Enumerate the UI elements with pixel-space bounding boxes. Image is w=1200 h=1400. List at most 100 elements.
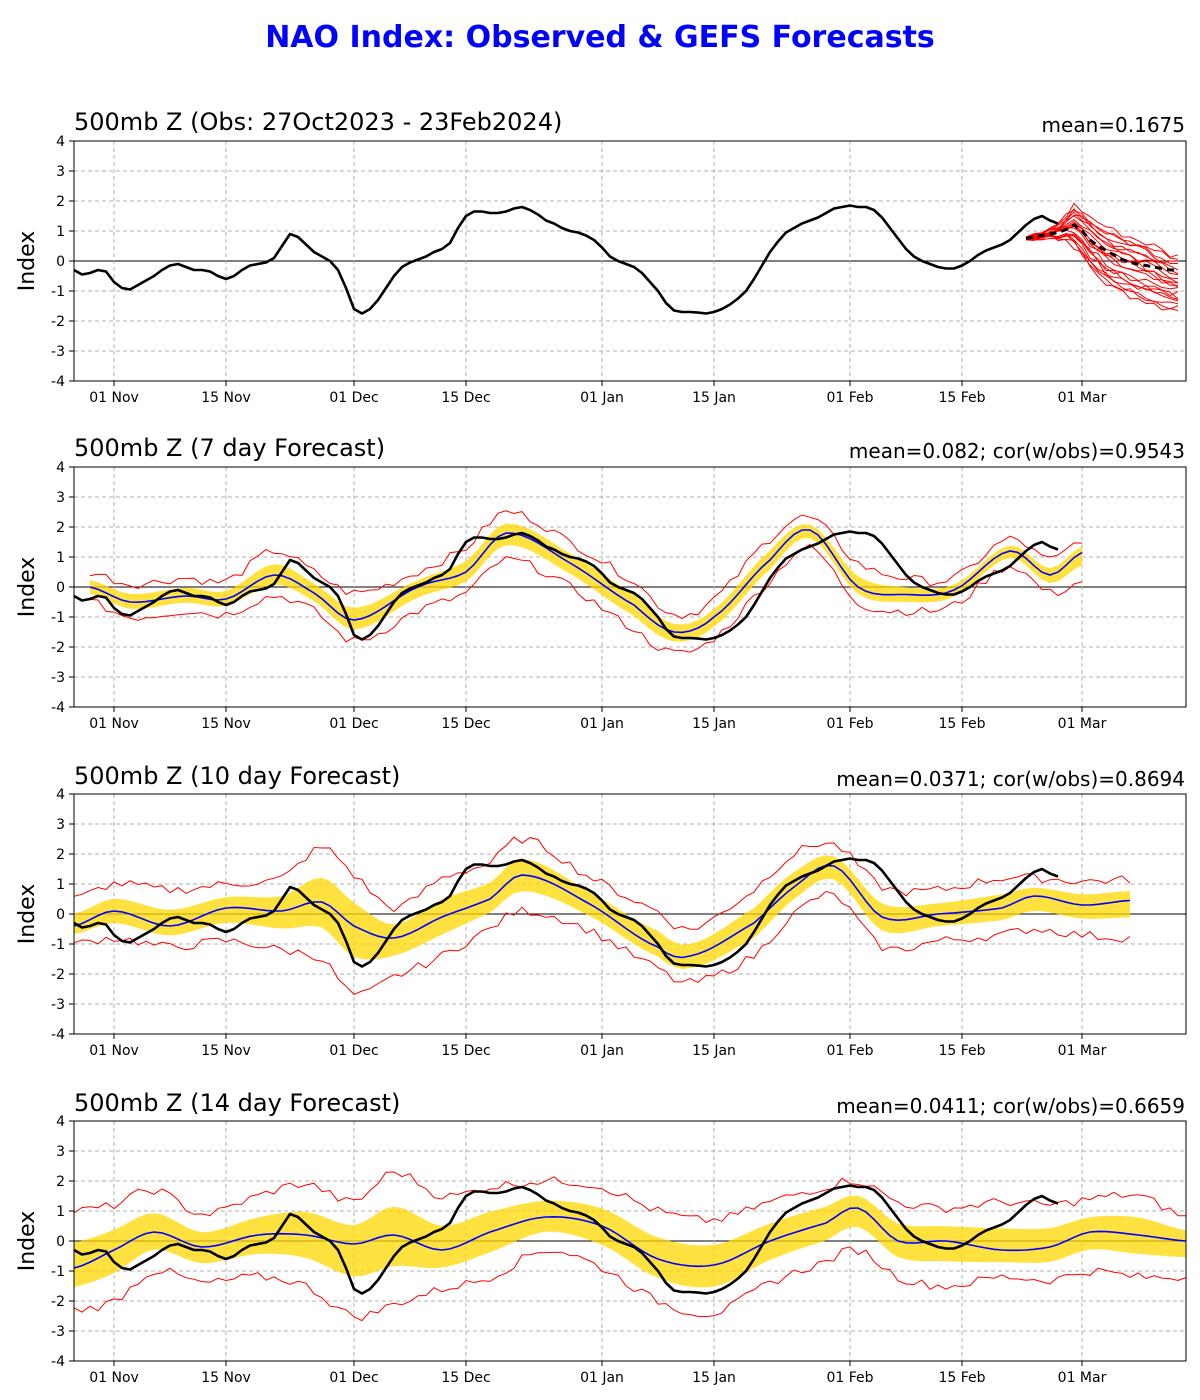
panel-1-xtick-label: 01 Feb [826,390,873,406]
panel-2-ytick-label: -1 [51,610,65,626]
panel-3-xtick-label: 01 Dec [329,1043,378,1059]
panel-3-ytick-label: -4 [51,1027,65,1043]
panel-2-xtick-label: 15 Jan [692,716,736,732]
panel-3-xtick-label: 15 Nov [201,1043,251,1059]
panel-4-ylabel: Index [15,1211,40,1272]
panel-1-xtick-label: 01 Dec [329,390,378,406]
panel-4-title: 500mb Z (14 day Forecast) [74,1089,401,1117]
panel-3-xtick-label: 15 Feb [938,1043,985,1059]
panel-2-frame [73,466,1187,708]
panel-2-ytick-label: -4 [51,700,65,716]
panel-1-ytick-label: 2 [56,194,65,210]
panel-2-title: 500mb Z (7 day Forecast) [74,434,386,462]
panel-3-xtick-label: 01 Feb [826,1043,873,1059]
panel-4-observed-line [73,1184,1059,1295]
panel-1-ylabel: Index [15,231,40,292]
panel-2-xtick-label: 15 Nov [201,716,251,732]
panel-1-ytick-label: 4 [56,134,65,150]
panel-4-frame [73,1120,1187,1362]
panel-2-xtick-label: 15 Feb [938,716,985,732]
panel-3-ytick-label: 2 [56,847,65,863]
panel-2-max-line [89,510,1083,620]
panel-1-xtick-label: 01 Mar [1058,390,1107,406]
panel-3-forecast-mean-line [73,864,1131,959]
panel-4-min-line [73,1246,1187,1322]
panel-4-ytick-label: -2 [51,1294,65,1310]
panel-2-xtick-label: 01 Dec [329,716,378,732]
panel-2-stat: mean=0.082; cor(w/obs)=0.9543 [848,439,1185,463]
panel-4-ytick-label: 2 [56,1174,65,1190]
panel-3-ytick-label: -2 [51,967,65,983]
panel-1-xtick-label: 15 Jan [692,390,736,406]
panel-4-ytick-label: -3 [51,1324,65,1340]
panel-2-min-line [89,543,1083,653]
panel-3-ytick-label: -3 [51,997,65,1013]
panel-2-xtick-label: 01 Feb [826,716,873,732]
panel-4-xtick-label: 15 Nov [201,1370,251,1386]
panel-4-stat: mean=0.0411; cor(w/obs)=0.6659 [836,1094,1185,1118]
panel-2-ytick-label: 0 [56,580,65,596]
panel-1-observed-line [73,204,1059,315]
panel-4-xtick-label: 01 Mar [1058,1370,1107,1386]
panel-1-ytick-label: -1 [51,284,65,300]
panel-4-ytick-label: 3 [56,1144,65,1160]
panel-4-ytick-label: -4 [51,1354,65,1370]
panel-3-frame [73,793,1187,1035]
panel-3-min-line [73,890,1131,995]
panel-1-ytick-label: 3 [56,164,65,180]
panel-3-xtick-label: 01 Mar [1058,1043,1107,1059]
ensemble-member-line [1025,215,1179,275]
panel-1-frame [73,140,1187,382]
panel-3-ytick-label: 4 [56,787,65,803]
panel-3-xtick-label: 01 Jan [580,1043,624,1059]
panel-4-ytick-label: 1 [56,1204,65,1220]
panel-3-xtick-label: 15 Jan [692,1043,736,1059]
panel-3-ytick-label: 1 [56,877,65,893]
panel-3-max-line [73,836,1131,930]
panel-4-ytick-label: 4 [56,1114,65,1130]
ensemble-member-line [1025,202,1179,258]
panel-1-ytick-label: -3 [51,344,65,360]
panel-4-xtick-label: 15 Dec [441,1370,490,1386]
panel-3-stat: mean=0.0371; cor(w/obs)=0.8694 [836,767,1185,791]
panel-4-xtick-label: 01 Jan [580,1370,624,1386]
panel-4-forecast-mean-line [73,1207,1187,1269]
panel-3-title: 500mb Z (10 day Forecast) [74,762,401,790]
panel-3-ytick-label: 3 [56,817,65,833]
ensemble-mean-line [1025,223,1178,272]
panel-1-ytick-label: -2 [51,314,65,330]
ensemble-member-line [1025,210,1179,260]
panel-3-ytick-label: -1 [51,937,65,953]
panel-3-xtick-label: 15 Dec [441,1043,490,1059]
panel-4-spread-band [74,1195,1186,1288]
panel-4-xtick-label: 15 Jan [692,1370,736,1386]
panel-2-xtick-label: 01 Nov [89,716,139,732]
panel-3-xtick-label: 01 Nov [89,1043,139,1059]
panel-1-ytick-label: -4 [51,374,65,390]
panel-2-xtick-label: 01 Jan [580,716,624,732]
panel-4-xtick-label: 01 Feb [826,1370,873,1386]
panel-2-xtick-label: 01 Mar [1058,716,1107,732]
ensemble-member-line [1025,237,1179,312]
panel-4-xtick-label: 01 Dec [329,1370,378,1386]
panel-1-ytick-label: 0 [56,254,65,270]
panel-2-xtick-label: 15 Dec [441,716,490,732]
ensemble-member-line [1025,208,1178,264]
page-title: NAO Index: Observed & GEFS Forecasts [265,20,935,55]
panel-2-forecast-mean-line [89,529,1083,634]
panel-2-ytick-label: 3 [56,490,65,506]
panel-2-observed-line [73,530,1059,641]
panel-1-xtick-label: 15 Nov [201,390,251,406]
panel-2-ytick-label: 1 [56,550,65,566]
panel-4-xtick-label: 01 Nov [89,1370,139,1386]
panel-1-title: 500mb Z (Obs: 27Oct2023 - 23Feb2024) [74,108,563,136]
panel-1-xtick-label: 15 Dec [441,390,490,406]
panel-3-ylabel: Index [15,884,40,945]
panel-2-ytick-label: -2 [51,640,65,656]
panel-3-ytick-label: 0 [56,907,65,923]
panel-4-xtick-label: 15 Feb [938,1370,985,1386]
panel-1-xtick-label: 15 Feb [938,390,985,406]
panel-2-ytick-label: 2 [56,520,65,536]
panel-4-ytick-label: -1 [51,1264,65,1280]
